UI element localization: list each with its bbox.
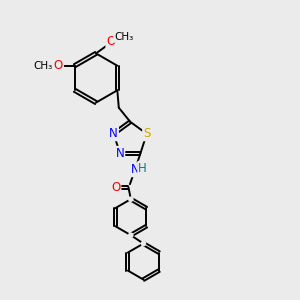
Circle shape bbox=[110, 130, 117, 137]
Text: CH₃: CH₃ bbox=[34, 61, 53, 71]
Text: N: N bbox=[116, 147, 124, 160]
Text: S: S bbox=[143, 127, 150, 140]
Circle shape bbox=[143, 130, 151, 138]
Circle shape bbox=[129, 197, 133, 201]
Circle shape bbox=[129, 233, 133, 237]
Text: O: O bbox=[106, 35, 116, 48]
Text: O: O bbox=[54, 59, 63, 72]
Text: O: O bbox=[111, 181, 121, 194]
Circle shape bbox=[117, 150, 123, 157]
Text: CH₃: CH₃ bbox=[114, 32, 133, 42]
Text: H: H bbox=[138, 162, 147, 175]
Text: N: N bbox=[131, 163, 140, 176]
Circle shape bbox=[131, 166, 139, 174]
Circle shape bbox=[141, 242, 146, 246]
Text: N: N bbox=[109, 127, 118, 140]
Circle shape bbox=[113, 184, 119, 190]
